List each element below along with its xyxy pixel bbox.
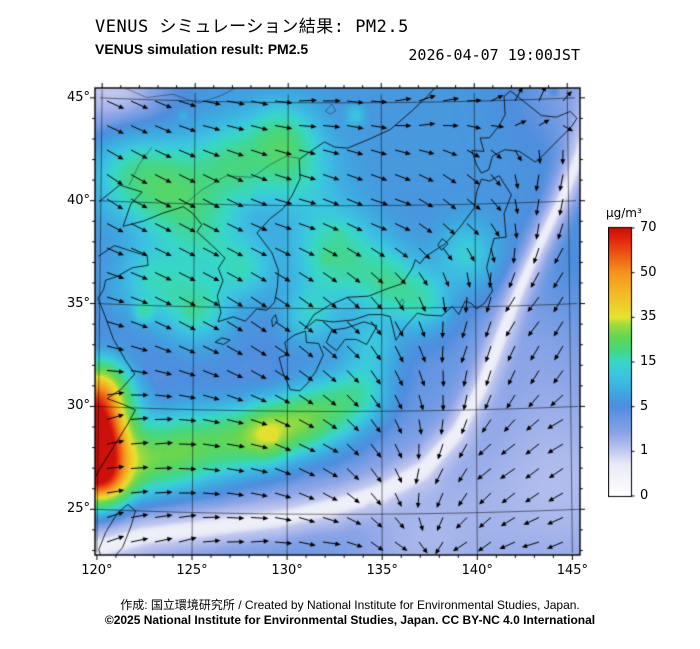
colorbar-tick-label: 50: [640, 264, 657, 280]
colorbar-gradient: [608, 226, 636, 500]
lon-tick-label: 140°: [461, 563, 493, 578]
colorbar-tick-label: 5: [640, 398, 649, 414]
pm25-concentration-map: [80, 78, 600, 575]
colorbar-legend: μg/m³ 0 1 5 15 35 50 70: [606, 206, 698, 516]
page-title-japanese: VENUS シミュレーション結果: PM2.5: [95, 17, 409, 37]
colorbar-tick-label: 0: [640, 488, 649, 503]
lat-tick-label: 35°: [66, 295, 90, 311]
lon-tick-label: 120°: [81, 563, 113, 578]
lat-tick-label: 45°: [66, 89, 90, 105]
lat-tick-label: 25°: [66, 501, 90, 517]
colorbar-tick-label: 1: [640, 443, 649, 459]
colorbar-tick-label: 70: [640, 220, 657, 235]
lon-tick-label: 135°: [366, 563, 398, 578]
credit-text: 作成: 国立環境研究所 / Created by National Instit…: [120, 598, 580, 612]
lon-tick-label: 145°: [556, 563, 589, 578]
colorbar-tick-label: 15: [640, 354, 657, 369]
forecast-datetime: 2026-04-07 19:00JST: [408, 46, 580, 64]
colorbar-tick-label: 35: [640, 309, 657, 325]
lat-tick-label: 40°: [66, 192, 90, 208]
lon-tick-label: 125°: [176, 563, 208, 578]
lon-tick-label: 130°: [271, 563, 303, 578]
license-text: ©2025 National Institute for Environment…: [104, 613, 596, 627]
colorbar-unit-label: μg/m³: [606, 206, 642, 220]
lat-tick-label: 30°: [66, 398, 90, 414]
page-title-english: VENUS simulation result: PM2.5: [95, 41, 309, 57]
